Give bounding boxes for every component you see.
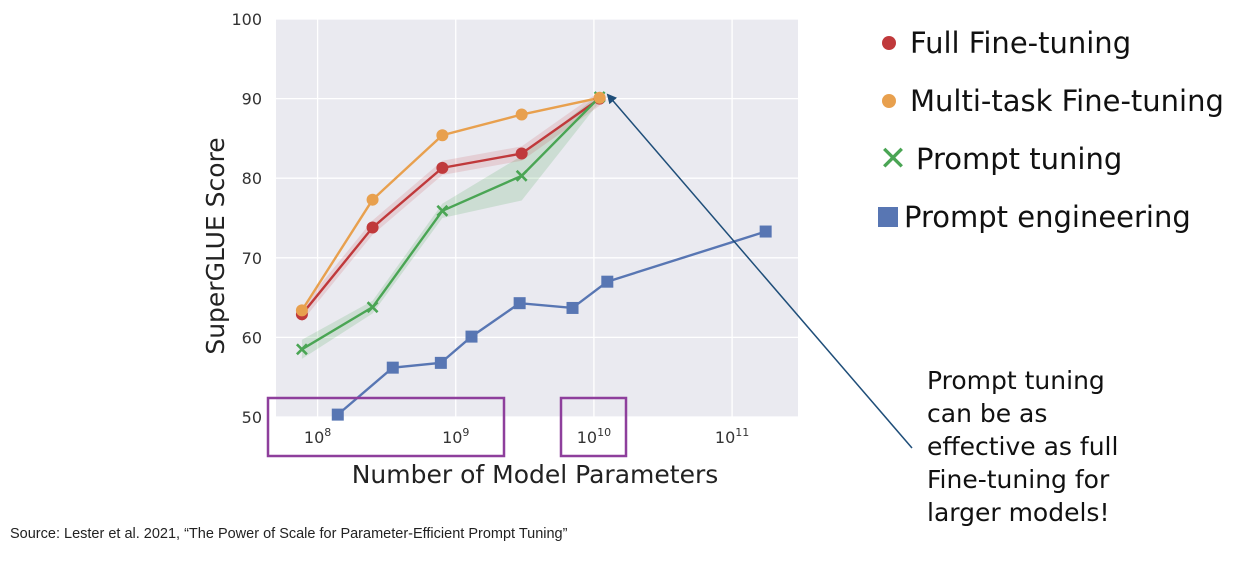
- annotation-text: Prompt tuning can be as effective as ful…: [927, 364, 1227, 529]
- legend-item: Full Fine-tuning: [878, 14, 1224, 72]
- y-tick-label: 60: [242, 328, 262, 347]
- legend-dot-icon: [882, 94, 896, 108]
- highlight-box: [559, 396, 628, 458]
- data-point: [434, 356, 447, 369]
- data-point: [601, 275, 614, 288]
- legend-label: Full Fine-tuning: [910, 26, 1132, 60]
- legend-label: Multi-task Fine-tuning: [910, 84, 1224, 118]
- data-point: [331, 408, 344, 421]
- plot-background: [276, 19, 798, 417]
- y-tick-label: 100: [231, 10, 262, 29]
- highlight-boxes: [266, 396, 628, 458]
- annotation-line: Fine-tuning for: [927, 465, 1110, 494]
- data-point: [366, 221, 379, 234]
- y-tick-label: 50: [242, 408, 262, 427]
- legend-cross-icon: ✕: [878, 139, 908, 179]
- data-point: [515, 108, 528, 121]
- data-point: [513, 297, 526, 310]
- x-tick-label: 108: [304, 426, 331, 447]
- legend-label: Prompt engineering: [904, 200, 1191, 234]
- data-point: [436, 204, 449, 217]
- data-point: [566, 301, 579, 314]
- data-point: [515, 147, 528, 160]
- data-point: [759, 225, 772, 238]
- y-tick-labels: 50 60 70 80 90 100: [231, 10, 262, 427]
- data-point: [366, 301, 379, 314]
- y-axis-label: SuperGLUE Score: [201, 137, 230, 354]
- annotation-line: effective as full: [927, 432, 1119, 461]
- annotation-line: can be as: [927, 399, 1048, 428]
- legend-item: Multi-task Fine-tuning: [878, 72, 1224, 130]
- confidence-band: [301, 93, 600, 359]
- legend-item: Prompt engineering: [878, 188, 1224, 246]
- y-tick-label: 70: [242, 249, 262, 268]
- legend-dot-icon: [882, 36, 896, 50]
- data-point: [366, 193, 379, 206]
- legend-label: Prompt tuning: [916, 142, 1123, 176]
- data-point: [515, 169, 528, 182]
- x-axis-label: Number of Model Parameters: [352, 460, 719, 489]
- data-point: [465, 330, 478, 343]
- x-tick-label: 1011: [715, 426, 749, 447]
- grid-lines: [276, 18, 798, 418]
- x-tick-label: 109: [442, 426, 469, 447]
- annotation-arrow: [606, 93, 913, 449]
- x-tick-label: 1010: [577, 426, 611, 447]
- data-point: [386, 361, 399, 374]
- annotation-line: Prompt tuning: [927, 366, 1105, 395]
- data-point: [295, 343, 308, 356]
- chart-legend: Full Fine-tuning Multi-task Fine-tuning ✕ P…: [878, 14, 1224, 246]
- legend-square-icon: [878, 207, 898, 227]
- data-point: [593, 91, 606, 104]
- annotation-line: larger models!: [927, 498, 1110, 527]
- data-point: [295, 304, 308, 317]
- data-point: [436, 161, 449, 174]
- series-markers: [295, 91, 772, 421]
- highlight-box: [266, 396, 506, 458]
- y-tick-label: 80: [242, 169, 262, 188]
- x-tick-labels: 108 109 1010 1011: [304, 426, 749, 447]
- data-point: [436, 129, 449, 142]
- source-citation: Source: Lester et al. 2021, “The Power o…: [10, 526, 568, 542]
- legend-item: ✕ Prompt tuning: [878, 130, 1224, 188]
- y-tick-label: 90: [242, 90, 262, 109]
